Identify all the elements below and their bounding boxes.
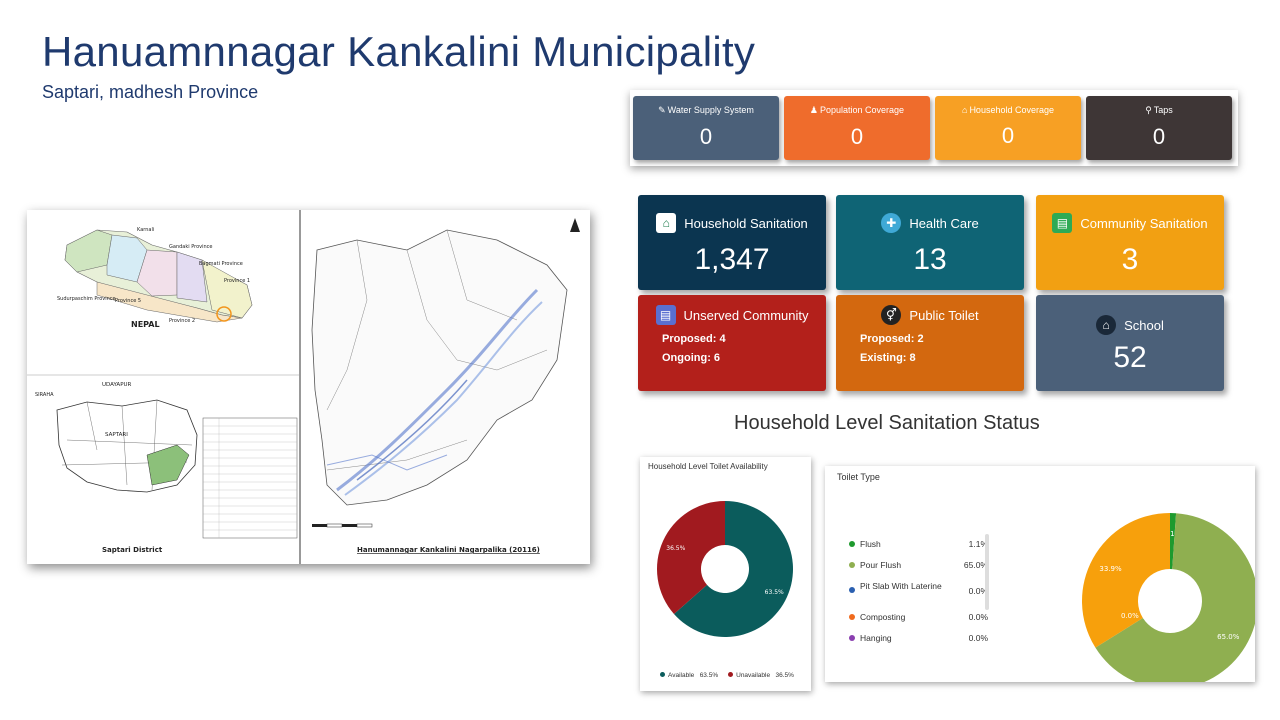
household-sanitation-label: Household Sanitation [684,215,808,231]
saptari-label: SAPTARI [105,432,128,438]
population-coverage-card[interactable]: ♟ Population Coverage 0 [784,96,930,160]
saptari-district-caption: Saptari District [102,546,163,554]
nepal-map [64,229,253,323]
legend-composting: Composting 0.0% [849,612,988,622]
province1-label: Province 1 [224,278,250,284]
toilet-type-panel: Toilet Type Flush 1.1% Pour Flush 65.0% Pi… [825,466,1255,682]
slice-pit-slab-with-laterine[interactable] [1082,513,1170,648]
saptari-district-map [56,399,198,493]
household-sanitation-card[interactable]: ⌂ Household Sanitation 1,347 [638,195,826,290]
province2-label: Province 2 [169,318,195,324]
sudurpaschim-label: Sudurpaschim Province [57,296,116,302]
page-subtitle: Saptari, madhesh Province [42,82,259,102]
household-sanitation-value: 1,347 [694,243,770,276]
restroom-icon: ⚥ [881,305,902,325]
karnali-label: Karnali [137,227,154,233]
map-graphic: NEPAL Karnali Gandaki Province Sudurpasc… [27,210,580,564]
municipality-map: NEPAL Karnali Gandaki Province Sudurpasc… [27,210,590,564]
slice-unavailable[interactable] [657,501,725,614]
legend-pour-flush: Pour Flush 65.0% [849,560,988,570]
taps-card[interactable]: ⚲ Taps 0 [1086,96,1232,160]
population-coverage-value: 0 [850,124,864,149]
school-icon: ⌂ [1096,315,1117,335]
municipality-detail-map [311,218,580,528]
unserved-proposed: Proposed: 4 [662,333,726,345]
nepal-label: NEPAL [131,320,160,329]
page-title: Hanuamnnagar Kankalini Municipality [42,28,756,75]
health-care-value: 13 [913,243,947,276]
sanitation-status-heading: Household Level Sanitation Status [734,412,1040,434]
public-toilet-label: Public Toilet [909,307,979,323]
legend-pit-slab: Pit Slab With Laterine 0.0% [849,581,988,596]
slice-label-pit-slab-with-laterine: 33.9% [1099,565,1122,573]
legend-available: Available 63.5% [660,672,718,679]
health-care-label: Health Care [909,215,979,231]
water-supply-label: Water Supply System [667,105,754,115]
document-icon: ▤ [655,305,676,325]
slice-pour-flush[interactable] [1095,513,1255,682]
toilet-type-title: Toilet Type [837,472,880,482]
school-value: 52 [1113,341,1147,374]
water-supply-value: 0 [699,124,713,149]
clipboard-icon: ▤ [1052,213,1073,233]
home-icon: ⌂ [962,105,968,115]
toilet-availability-panel: Household Level Toilet Availability 63.5… [640,457,811,691]
udayapur-label: UDAYAPUR [102,382,132,388]
unserved-community-label: Unserved Community [683,307,809,323]
taps-label: Taps [1153,105,1173,115]
users-icon: ♟ [809,105,818,115]
population-coverage-label: Population Coverage [820,105,905,115]
unserved-ongoing: Ongoing: 6 [662,352,721,364]
gandaki-label: Gandaki Province [169,244,213,250]
public-toilet-existing: Existing: 8 [860,352,916,364]
taps-value: 0 [1152,124,1166,149]
tap-icon: ⚲ [1145,105,1152,115]
legend-flush: Flush 1.1% [849,539,988,549]
slice-available[interactable] [673,501,793,637]
public-toilet-proposed: Proposed: 2 [860,333,924,345]
household-coverage-value: 0 [1001,123,1015,148]
school-label: School [1124,317,1164,333]
legend-hanging: Hanging 0.0% [849,633,988,643]
house-icon: ⌂ [656,213,677,233]
household-coverage-card[interactable]: ⌂ Household Coverage 0 [935,96,1081,160]
siraha-label: SIRAHA [35,392,54,398]
community-sanitation-value: 3 [1121,243,1139,276]
municipality-table [203,418,297,538]
stethoscope-icon: ✚ [881,213,902,233]
province5-label: Province 5 [115,298,141,304]
slice-label-zero: 0.0% [1121,612,1139,620]
bagmati-label: Bagmati Province [199,261,243,267]
slice-label-unavailable: 36.5% [666,545,685,552]
slice-label-pour-flush: 65.0% [1217,633,1240,641]
toilet-availability-legend: Available 63.5% Unavailable 36.5% [660,672,794,679]
slice-label-flush: 1.1% [1163,530,1181,538]
municipality-caption: Hanumannagar Kankalini Nagarpalika (2011… [357,546,540,554]
toilet-availability-title: Household Level Toilet Availability [648,462,768,471]
water-supply-strip: ✎ Water Supply System 0 ♟ Population Cover… [630,90,1238,166]
community-sanitation-label: Community Sanitation [1080,215,1208,231]
community-sanitation-card[interactable]: ▤ Community Sanitation 3 [1036,195,1224,290]
slice-label-available: 63.5% [765,589,784,596]
household-coverage-label: Household Coverage [969,105,1054,115]
slice-flush[interactable] [1170,513,1177,570]
school-card[interactable]: ⌂ School 52 [1036,295,1224,391]
legend-unavailable: Unavailable 36.5% [728,672,794,679]
health-care-card[interactable]: ✚ Health Care 13 [836,195,1024,290]
toilet-type-chart: 1.1% 65.0% 33.9% 0.0% [1082,513,1255,682]
water-supply-card[interactable]: ✎ Water Supply System 0 [633,96,779,160]
public-toilet-card[interactable]: ⚥ Public Toilet Proposed: 2 Existing: 8 [836,295,1024,391]
edit-icon: ✎ [658,105,666,115]
toilet-availability-chart: 63.5% 36.5% [657,501,793,637]
unserved-community-card[interactable]: ▤ Unserved Community Proposed: 4 Ongoing… [638,295,826,391]
legend-scrollbar[interactable] [985,534,989,610]
